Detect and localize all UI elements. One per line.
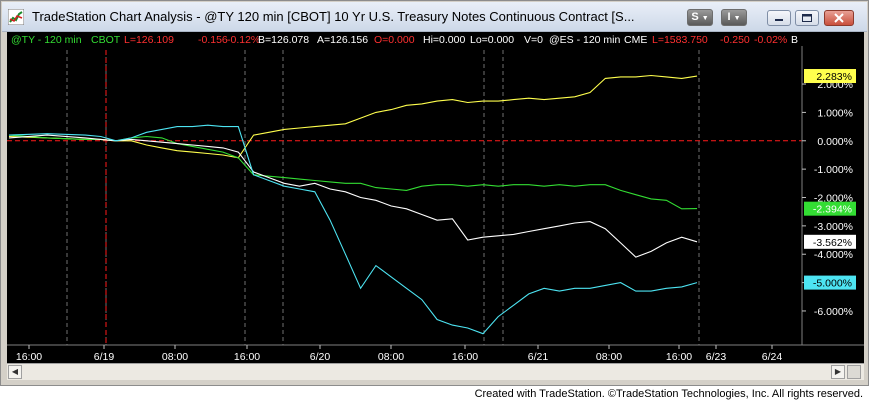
es-last: L=1583.750 xyxy=(652,34,708,46)
symbol-status-line: @TY - 120 min CBOT L=126.109 -0.156 -0.1… xyxy=(7,32,864,48)
es-more: B xyxy=(791,34,799,46)
series-line-2 xyxy=(8,134,698,258)
ty-open: O=0.000 xyxy=(374,34,415,46)
x-tick-label: 16:00 xyxy=(666,351,692,363)
es-percent: -0.02% xyxy=(754,34,788,46)
close-icon xyxy=(834,13,844,23)
es-exchange: CME xyxy=(624,34,648,46)
x-tick-label: 16:00 xyxy=(234,351,260,363)
last-value-badge xyxy=(804,275,856,290)
minimize-icon xyxy=(775,19,783,21)
ty-symbol: @TY - 120 min xyxy=(11,34,82,46)
title-bar[interactable]: TradeStation Chart Analysis - @TY 120 mi… xyxy=(2,2,867,32)
last-value-badge xyxy=(804,201,856,216)
ty-change: -0.156 xyxy=(198,34,228,46)
last-value-label: -2.394% xyxy=(813,204,852,216)
y-tick-label: -6.000% xyxy=(814,306,853,318)
close-button[interactable] xyxy=(824,10,854,26)
ty-percent: -0.12% xyxy=(227,34,261,46)
last-value-badge xyxy=(804,69,856,84)
ty-last: L=126.109 xyxy=(124,34,174,46)
chevron-down-icon: ▼ xyxy=(733,15,741,22)
scroll-end-button[interactable] xyxy=(847,365,861,379)
last-value-label: -3.562% xyxy=(813,237,852,249)
x-tick-label: 08:00 xyxy=(378,351,404,363)
window-title: TradeStation Chart Analysis - @TY 120 mi… xyxy=(32,9,635,24)
x-tick-label: 6/21 xyxy=(528,351,549,363)
y-tick-label: -1.000% xyxy=(814,164,853,176)
x-tick-label: 6/19 xyxy=(94,351,115,363)
maximize-button[interactable] xyxy=(795,10,819,26)
scroll-left-arrow-icon[interactable]: ◀ xyxy=(8,365,22,379)
horizontal-scrollbar[interactable]: ◀ ▶ xyxy=(7,363,864,380)
chart-window: TradeStation Chart Analysis - @TY 120 mi… xyxy=(0,0,869,386)
percent-change-chart[interactable]: 2.000%1.000%0.000%-1.000%-2.000%-3.000%-… xyxy=(7,46,864,377)
ty-bid: B=126.078 xyxy=(258,34,310,46)
x-tick-label: 6/23 xyxy=(706,351,727,363)
x-tick-label: 16:00 xyxy=(16,351,42,363)
es-change: -0.250 xyxy=(720,34,750,46)
ty-volume: V=0 xyxy=(524,34,543,46)
maximize-icon xyxy=(802,14,812,22)
scroll-right-arrow-icon[interactable]: ▶ xyxy=(831,365,845,379)
last-value-label: -5.000% xyxy=(813,278,852,290)
y-tick-label: -2.000% xyxy=(814,193,853,205)
minimize-button[interactable] xyxy=(767,10,791,26)
y-tick-label: -4.000% xyxy=(814,249,853,261)
last-value-label: 2.283% xyxy=(816,71,852,83)
y-tick-label: 1.000% xyxy=(817,107,853,119)
ty-exchange: CBOT xyxy=(91,34,121,46)
series-line-0 xyxy=(8,74,698,159)
series-line-3 xyxy=(8,124,698,335)
y-tick-label: -3.000% xyxy=(814,221,853,233)
chevron-down-icon: ▼ xyxy=(701,15,709,22)
x-tick-label: 16:00 xyxy=(452,351,478,363)
ty-high: Hi=0.000 xyxy=(423,34,466,46)
y-tick-label: 0.000% xyxy=(817,136,853,148)
s-dropdown-button[interactable]: S ▼ xyxy=(687,9,713,26)
chart-area[interactable]: @TY - 120 min CBOT L=126.109 -0.156 -0.1… xyxy=(7,32,864,377)
x-tick-label: 08:00 xyxy=(596,351,622,363)
x-tick-label: 6/20 xyxy=(310,351,331,363)
copyright-footer: Created with TradeStation. ©TradeStation… xyxy=(474,388,863,400)
x-tick-label: 08:00 xyxy=(162,351,188,363)
ty-low: Lo=0.000 xyxy=(470,34,515,46)
last-value-badge xyxy=(804,234,856,249)
i-dropdown-button[interactable]: I ▼ xyxy=(721,9,747,26)
ty-ask: A=126.156 xyxy=(317,34,369,46)
tradestation-app-icon xyxy=(8,9,24,25)
series-line-1 xyxy=(8,134,698,210)
es-symbol: @ES - 120 min xyxy=(549,34,621,46)
x-tick-label: 6/24 xyxy=(762,351,783,363)
